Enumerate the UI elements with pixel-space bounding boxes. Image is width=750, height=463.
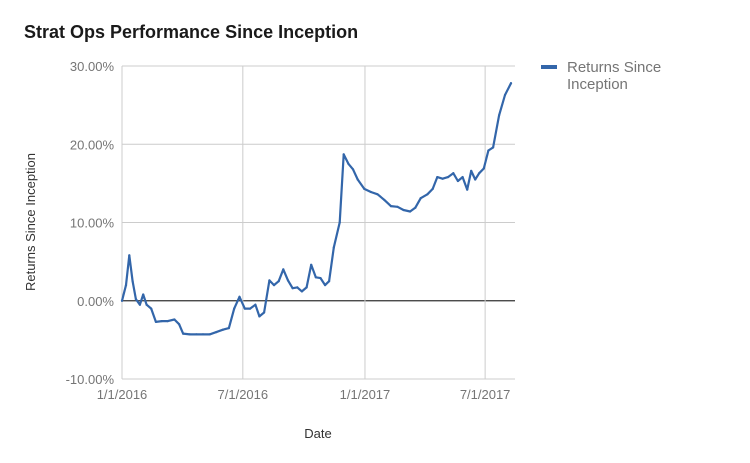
data-point	[120, 299, 124, 302]
y-tick-label: 20.00%	[70, 137, 115, 152]
data-point	[338, 221, 341, 224]
data-point	[482, 167, 485, 170]
data-point	[396, 205, 399, 208]
data-point	[138, 303, 141, 306]
data-point	[509, 82, 513, 85]
y-tick-label: 0.00%	[77, 294, 114, 309]
data-point	[134, 298, 137, 301]
x-tick-label: 7/1/2017	[460, 387, 511, 402]
data-point	[243, 307, 246, 310]
x-tick-label: 7/1/2016	[218, 387, 269, 402]
x-tick-label: 1/1/2017	[340, 387, 391, 402]
data-point	[286, 279, 290, 282]
data-point	[124, 284, 128, 287]
data-point	[201, 333, 205, 336]
data-point	[498, 114, 501, 117]
data-point	[254, 303, 257, 306]
data-point	[328, 280, 331, 283]
data-point	[369, 190, 372, 194]
data-point	[160, 320, 163, 323]
data-point	[474, 178, 477, 181]
data-point	[258, 315, 261, 318]
data-point	[227, 327, 230, 330]
data-point	[233, 307, 236, 310]
data-point	[426, 193, 429, 196]
data-point	[461, 176, 464, 179]
legend-label-line2: Inception	[567, 76, 628, 93]
data-point	[173, 318, 176, 321]
data-point	[305, 286, 308, 289]
y-tick-label: 30.00%	[70, 59, 115, 74]
data-point	[268, 279, 271, 282]
data-point	[441, 177, 444, 180]
data-point	[356, 178, 359, 181]
data-point	[383, 198, 386, 201]
data-point	[436, 176, 439, 179]
chart-title: Strat Ops Performance Since Inception	[24, 22, 358, 42]
data-point	[351, 168, 355, 171]
data-point	[128, 254, 131, 257]
data-point	[272, 284, 276, 287]
data-point	[249, 307, 252, 310]
data-point	[324, 284, 327, 287]
data-point	[142, 293, 145, 296]
data-point	[131, 280, 134, 283]
data-point	[215, 331, 218, 334]
data-point	[478, 172, 481, 175]
data-point	[452, 172, 455, 175]
data-point	[145, 303, 148, 306]
x-axis-ticks: 1/1/2016 7/1/2016 1/1/2017 7/1/2017	[97, 387, 511, 402]
data-point	[310, 263, 313, 266]
x-tick-label: 1/1/2016	[97, 387, 148, 402]
y-tick-label: -10.00%	[66, 372, 115, 387]
data-point	[414, 206, 417, 209]
data-point	[419, 197, 422, 200]
data-point	[150, 307, 153, 310]
data-point	[503, 93, 507, 97]
data-point	[319, 277, 322, 280]
data-point	[409, 210, 412, 213]
legend: Returns Since Inception	[541, 59, 661, 93]
y-axis-label: Returns Since Inception	[23, 153, 38, 291]
data-point	[291, 287, 294, 290]
series-layer	[120, 82, 513, 336]
data-point	[376, 193, 379, 196]
data-point	[282, 268, 285, 271]
data-point	[487, 149, 490, 152]
y-axis-ticks: -10.00% 0.00% 10.00% 20.00% 30.00%	[66, 59, 115, 387]
data-point	[300, 290, 303, 293]
data-point	[402, 208, 405, 212]
data-point	[456, 179, 459, 183]
data-point	[238, 295, 241, 298]
data-point	[363, 187, 366, 190]
data-point	[178, 323, 181, 326]
data-point	[182, 332, 185, 335]
series-line	[120, 82, 513, 336]
data-point	[154, 320, 157, 323]
y-tick-label: 10.00%	[70, 216, 115, 231]
x-axis-label: Date	[304, 426, 331, 441]
data-point	[470, 169, 473, 172]
data-point	[208, 333, 211, 336]
data-point	[466, 188, 469, 191]
data-point	[277, 280, 280, 283]
legend-label-line1: Returns Since	[567, 59, 661, 76]
data-point	[342, 153, 345, 156]
data-point	[389, 205, 392, 208]
data-point	[431, 187, 434, 190]
data-point	[166, 320, 169, 323]
data-point	[314, 276, 317, 279]
data-point	[195, 333, 198, 336]
data-point	[347, 162, 350, 165]
grid	[121, 65, 515, 380]
data-point	[263, 311, 266, 314]
data-point	[296, 286, 299, 289]
data-point	[332, 246, 335, 249]
data-point	[221, 328, 224, 331]
data-point	[188, 333, 191, 336]
data-point	[446, 176, 450, 179]
data-point	[492, 146, 495, 149]
